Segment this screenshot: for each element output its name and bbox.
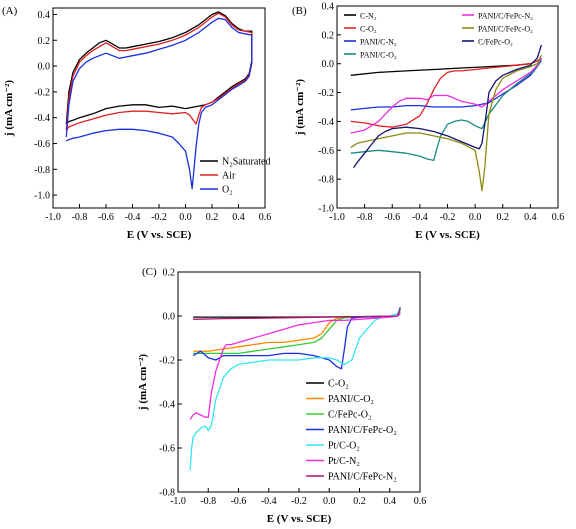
y-tick-label: -0.8 — [34, 165, 50, 176]
series-line-1 — [65, 11, 253, 125]
y-tick-label: -0.6 — [34, 139, 50, 150]
x-axis-label: E (V vs. SCE) — [127, 229, 192, 241]
y-tick-label: -0.4 — [318, 117, 334, 128]
chart-panel-a: -1.0 -0.8 -0.6 -0.4 -0.2 0.0 0.2 0.4 0.6 -1.0 -0.8… — [3, 7, 272, 241]
plot-frame — [177, 271, 421, 493]
series-line-6 — [350, 54, 542, 192]
y-tick-label: -0.6 — [159, 444, 175, 455]
series-line-4 — [350, 60, 542, 162]
legend-label: PANI/C-O₂ — [328, 394, 374, 405]
x-tick-label: -0.2 — [151, 212, 167, 223]
x-tick-label: -0.2 — [291, 496, 307, 507]
panel-tag-a: (A) — [2, 5, 18, 17]
x-tick-label: -0.2 — [440, 212, 456, 223]
legend-label: Pt/C-N₂ — [328, 456, 360, 467]
y-tick-label: -1.0 — [34, 191, 50, 202]
legend-label: C/FePc-O₂ — [328, 410, 372, 421]
x-tick-label: -0.8 — [72, 212, 88, 223]
x-tick-label: -0.6 — [384, 212, 400, 223]
legend-label: C/FePc-O₂ — [478, 38, 513, 47]
y-tick-label: -0.4 — [34, 113, 50, 124]
series-line-7 — [193, 309, 401, 320]
x-tick-label: -0.8 — [357, 212, 373, 223]
legend-label: PANI/C/FePc-N₂ — [328, 472, 397, 483]
x-tick-label: 0.0 — [469, 212, 482, 223]
x-tick-label: -1.0 — [170, 496, 186, 507]
x-tick-label: 0.6 — [414, 496, 427, 507]
series-line-3 — [65, 17, 253, 190]
y-tick-label: -0.8 — [318, 175, 334, 186]
y-tick-label: -0.8 — [159, 488, 175, 499]
x-axis-label: E (V vs. SCE) — [415, 229, 480, 241]
y-tick-label: -0.2 — [159, 356, 175, 367]
x-tick-label: -0.6 — [231, 496, 247, 507]
legend-label: PANI/C/FePc-N₂ — [478, 12, 533, 21]
legend-label: PANI/C/FePc-O₂ — [328, 425, 397, 436]
x-tick-label: 0.4 — [524, 212, 537, 223]
x-tick-label: 0.4 — [232, 212, 245, 223]
x-tick-label: 0.2 — [206, 212, 219, 223]
y-tick-label: -0.4 — [159, 400, 175, 411]
legend-label: O₂ — [222, 185, 233, 196]
legend: C-O₂ PANI/C-O₂ C/FePc-O₂ PANI/C/FePc-O₂ Pt/C… — [306, 379, 397, 483]
x-tick-label: 0.6 — [259, 212, 272, 223]
panel-tag-c: (C) — [142, 266, 157, 278]
series-line-7 — [353, 44, 543, 168]
chart-panel-c: -1.0 -0.8 -0.6 -0.4 -0.2 0.0 0.2 0.4 0.6-0.8-0.6… — [137, 268, 426, 526]
y-tick-label: -0.6 — [318, 146, 334, 157]
x-tick-label: -0.4 — [261, 496, 277, 507]
series-line-6 — [189, 313, 401, 420]
y-tick-label: 0.4 — [322, 2, 335, 13]
legend-label: Pt/C-O₂ — [328, 441, 360, 452]
y-axis-label: j (mA cm⁻²) — [137, 354, 149, 411]
x-tick-label: -0.6 — [98, 212, 114, 223]
x-tick-label: 0.0 — [323, 496, 336, 507]
x-tick-label: 0.4 — [384, 496, 397, 507]
legend: N₂Saturated Air O₂ — [200, 157, 270, 196]
y-tick-label: 0.2 — [163, 268, 176, 279]
legend-label: PANI/C-O₂ — [360, 51, 397, 60]
legend-label: PANI/C/FePc-O₂ — [478, 25, 533, 34]
x-tick-label: -0.4 — [125, 212, 141, 223]
x-tick-label: 0.2 — [497, 212, 510, 223]
y-axis-label: j (mA cm⁻²) — [3, 80, 15, 137]
y-tick-label: -0.2 — [34, 87, 50, 98]
x-tick-label: -0.4 — [412, 212, 428, 223]
y-tick-label: 0.0 — [322, 59, 335, 70]
legend-label: C-O₂ — [360, 25, 377, 34]
x-tick-label: -1.0 — [45, 212, 61, 223]
x-tick-label: -1.0 — [329, 212, 345, 223]
legend: C-N₂ C-O₂ PANI/C-N₂ PANI/C-O₂ PANI/C/FePc-N₂… — [344, 12, 533, 60]
y-axis-label: j (mA cm⁻²) — [294, 79, 306, 136]
y-tick-label: 0.0 — [38, 62, 51, 73]
x-axis-label: E (V vs. SCE) — [267, 513, 332, 525]
legend-label: N₂Saturated — [222, 157, 270, 168]
x-tick-label: -0.8 — [200, 496, 216, 507]
legend-label: C-O₂ — [328, 379, 349, 390]
legend-label: C-N₂ — [360, 12, 377, 21]
y-tick-label: 0.0 — [163, 312, 176, 323]
x-tick-label: 0.6 — [552, 212, 565, 223]
legend-label: PANI/C-N₂ — [360, 38, 397, 47]
y-tick-label: 0.2 — [38, 36, 51, 47]
series-line-2 — [350, 57, 542, 128]
y-tick-label: -1.0 — [318, 204, 334, 215]
series-line-3 — [350, 59, 542, 111]
x-tick-label: 0.0 — [179, 212, 192, 223]
panel-tag-b: (B) — [292, 5, 307, 17]
chart-panel-b: -1.0 -0.8 -0.6 -0.4 -0.2 0.0 0.2 0.4 0.6 -1.0 -0.8… — [294, 2, 564, 242]
y-tick-label: 0.4 — [38, 10, 51, 21]
x-tick-label: 0.2 — [353, 496, 366, 507]
series-line-5 — [189, 309, 401, 471]
y-tick-label: 0.2 — [322, 30, 335, 41]
y-tick-label: -0.2 — [318, 88, 334, 99]
series-line-5 — [350, 57, 542, 134]
legend-label: Air — [222, 171, 236, 182]
